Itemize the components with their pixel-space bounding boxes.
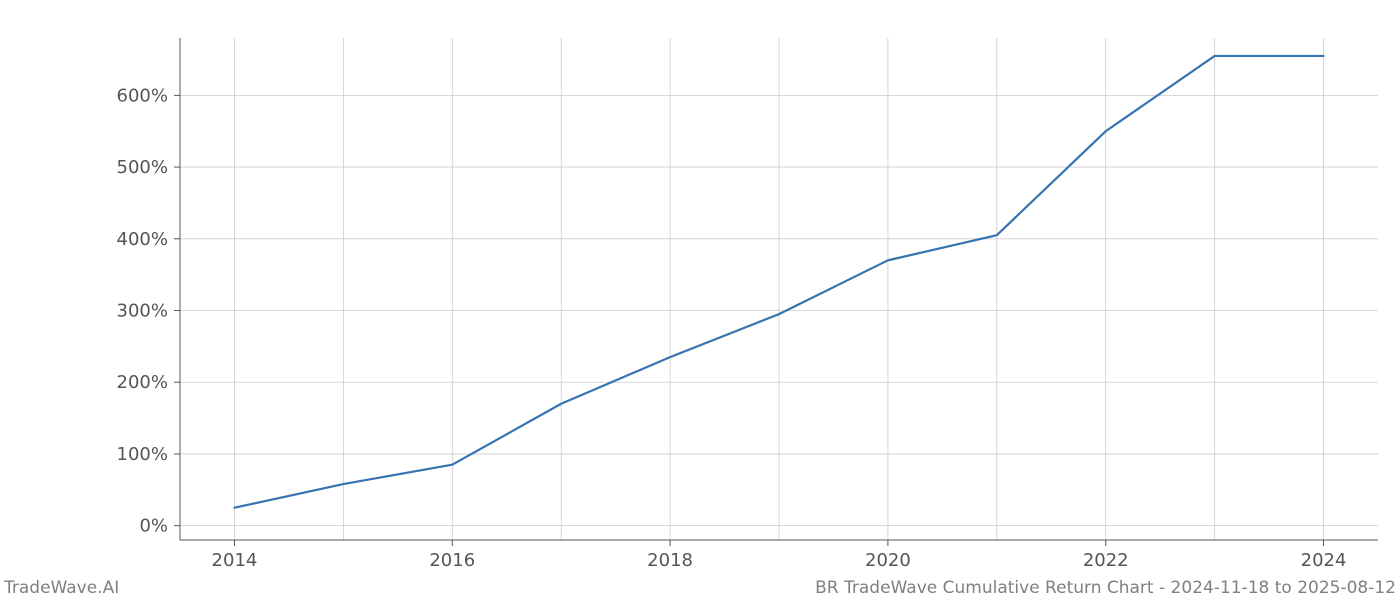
chart-container: 2014 2016 2018 2020 2022 2024 0% 100% 200% 300% 40…	[0, 0, 1400, 600]
y-tick-label: 100%	[117, 444, 168, 465]
y-tick-label: 200%	[117, 372, 168, 393]
footer-brand: TradeWave.AI	[4, 578, 119, 598]
x-tick-label: 2018	[647, 550, 693, 571]
chart-bg	[0, 0, 1400, 600]
line-chart: 2014 2016 2018 2020 2022 2024 0% 100% 200% 300% 40…	[0, 0, 1400, 600]
y-tick-label: 300%	[117, 301, 168, 322]
y-tick-label: 500%	[117, 157, 168, 178]
x-tick-label: 2024	[1301, 550, 1347, 571]
y-tick-label: 400%	[117, 229, 168, 250]
x-tick-label: 2020	[865, 550, 911, 571]
y-tick-label: 600%	[117, 85, 168, 106]
x-tick-label: 2016	[429, 550, 475, 571]
footer-title: BR TradeWave Cumulative Return Chart - 2…	[815, 578, 1396, 598]
x-tick-label: 2022	[1083, 550, 1129, 571]
x-tick-label: 2014	[212, 550, 258, 571]
y-tick-label: 0%	[139, 516, 168, 537]
